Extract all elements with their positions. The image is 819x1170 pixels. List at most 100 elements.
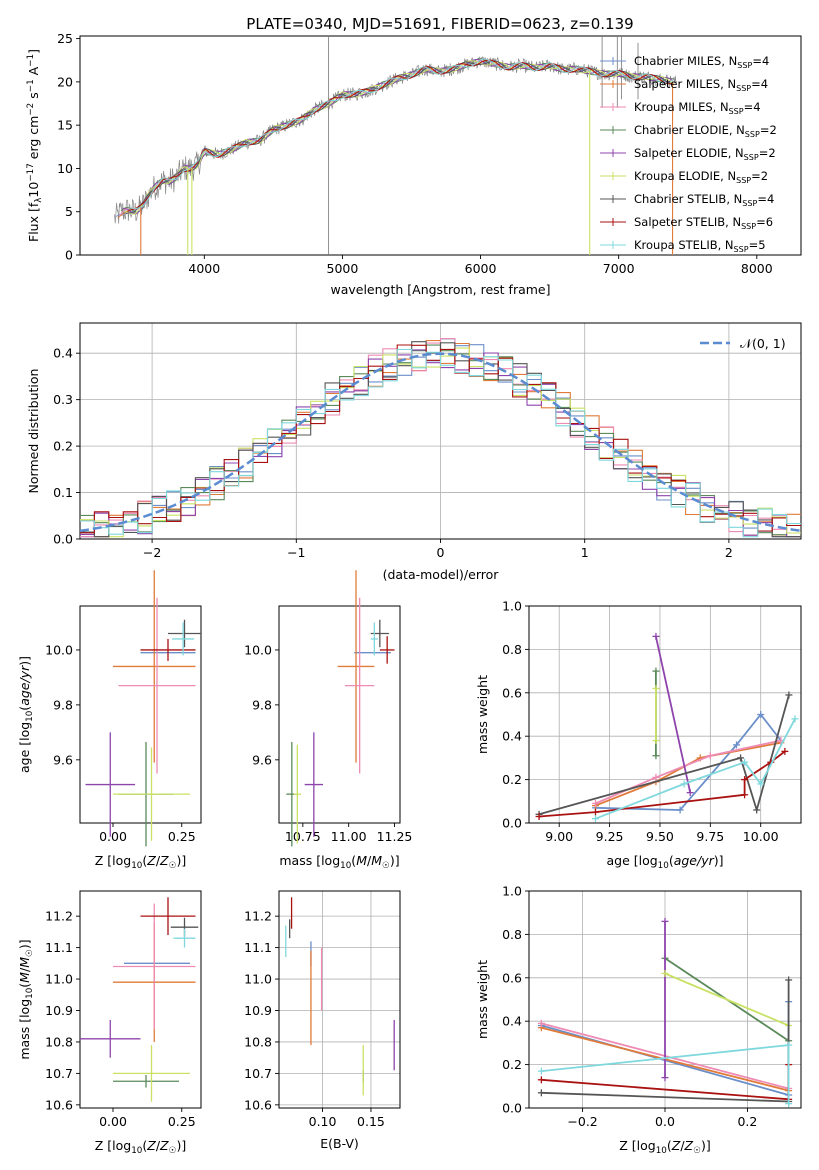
zage-xlabel-part: 10: [131, 861, 142, 871]
zage-ylabel-part: age [log: [17, 722, 32, 773]
zage-ylabel-part: (: [17, 706, 32, 711]
zw-xlabel-part: /: [680, 1138, 685, 1153]
ebv-ytick-label: 10.7: [244, 1066, 272, 1081]
zw-ytick-label: 0.6: [502, 970, 522, 985]
spectrum-model-line: [124, 60, 675, 215]
spectrum-ylabel-part: −1: [26, 54, 36, 67]
ebv-ytick-label: 10.6: [244, 1097, 272, 1112]
legend-entry-label: Kroupa ELODIE, NSSP=2: [634, 169, 768, 185]
zw-xlabel-part: Z [log: [619, 1138, 655, 1153]
legend-entry-label-part: =6: [756, 215, 773, 229]
zmass-axes: 0.00 0.25 10.6 10.7 10.8 10.9 11.0 11.1 11.2: [45, 890, 202, 1129]
spectrum-ylabel-part: A: [26, 66, 41, 79]
agew-ytick-label: 0.8: [502, 642, 522, 657]
agew-xlabel: age [log10(age/yr)]: [606, 853, 723, 871]
spectrum-model-line: [125, 60, 673, 215]
resid-ylabel: Normed distribution: [26, 369, 41, 494]
zage-ytick-label: 9.6: [53, 752, 73, 767]
zage-ylabel: age [log10(age/yr)]: [17, 656, 35, 773]
spectrum-ylabel-part: erg cm: [26, 116, 41, 164]
ebv-xtick-label: 0.10: [309, 1114, 337, 1129]
resid-xlabel: (data-model)/error: [383, 567, 500, 582]
resid-xtick-label: 1: [581, 545, 589, 560]
zage-ylabel-part: )]: [17, 656, 32, 666]
resid-xtick-label: 2: [725, 545, 733, 560]
zw-ytick-label: 0.2: [502, 1057, 522, 1072]
agew-ytick-label: 0.0: [502, 816, 522, 831]
spectrum-xlabel: wavelength [Angstrom, rest frame]: [330, 282, 550, 297]
resid-axes: −2 −1 0 1 2 0.0 0.1 0.2 0.3 0.4: [53, 322, 802, 560]
zmass-ytick-label: 10.7: [45, 1066, 73, 1081]
spectrum-ylabel-part: ]: [26, 49, 41, 54]
mage-xtick-label: 10.75: [285, 829, 321, 844]
mage-xlabel-part: (: [351, 853, 356, 868]
mage-ytick-label: 9.8: [252, 697, 272, 712]
agew-ylabel: mass weight: [475, 675, 490, 754]
spectrum-xtick-label: 8000: [741, 261, 773, 276]
legend-entry-label-part: SSP: [729, 107, 744, 116]
zmass-ytick-label: 10.6: [45, 1097, 73, 1112]
zmass-ylabel-part: ☉: [25, 949, 35, 957]
zw-xlabel: Z [log10(Z/Z☉)]: [619, 1138, 711, 1156]
zage-xlabel-part: (: [142, 853, 147, 868]
spectrum-ylabel-part: 10: [26, 182, 41, 198]
mage-ytick-label: 9.6: [252, 752, 272, 767]
agew-axes: 9.00 9.25 9.50 9.75 10.00 0.0 0.2 0.4 0.6 0.8 1.0: [502, 599, 802, 844]
legend-entry-label-part: SSP: [734, 245, 749, 254]
legend-entry-label-part: SSP: [745, 130, 760, 139]
resid-ytick-label: 0.3: [53, 392, 73, 407]
ebv-ytick-label: 11.2: [244, 909, 272, 924]
agew-xtick-label: 10.00: [743, 829, 779, 844]
spectrum-axes: 4000 5000 6000 7000 8000 0 5 10 15 20 25: [57, 31, 802, 276]
legend-entry-label: Chabrier ELODIE, NSSP=2: [634, 123, 777, 139]
zage-ytick-label: 10.0: [45, 642, 73, 657]
legend-entry-label: Kroupa MILES, NSSP=4: [634, 100, 761, 116]
zw-xtick-label: 0.2: [737, 1114, 757, 1129]
spectrum-ylabel-part: −17: [26, 163, 36, 181]
agew-weight-line: [655, 636, 692, 793]
zw-xlabel-part: Z: [684, 1138, 694, 1153]
zage-ylabel-part: age/yr: [17, 665, 32, 706]
legend-entry-label: Salpeter STELIB, NSSP=6: [634, 215, 773, 231]
spectrum-ylabel-part: −2: [26, 103, 36, 116]
resid-xtick-label: 0: [437, 545, 445, 560]
zage-xlabel: Z [log10(Z/Z☉)]: [95, 853, 187, 871]
mage-axes: 10.75 11.00 11.25 9.6 9.8 10.0: [244, 605, 412, 844]
mage-ytick-label: 10.0: [244, 642, 272, 657]
zmass-xlabel-part: ☉: [169, 1146, 177, 1156]
legend-entry-label-part: =2: [751, 169, 768, 183]
spectrum-model-line: [127, 59, 672, 212]
resid-histogram: [80, 348, 801, 538]
zw-xlabel-part: (: [667, 1138, 672, 1153]
zw-ytick-label: 0.8: [502, 927, 522, 942]
legend-entry-label-part: =5: [749, 238, 766, 252]
agew-xtick-label: 9.50: [646, 829, 674, 844]
agew-frame: [528, 605, 802, 824]
legend-entry-label: Chabrier MILES, NSSP=4: [634, 54, 769, 70]
resid-histogram: [80, 338, 801, 538]
resid-ytick-label: 0.0: [53, 532, 73, 547]
agew-weight-line: [538, 694, 790, 816]
zage-xlabel-part: ☉: [169, 861, 177, 871]
resid-ytick-label: 0.4: [53, 346, 73, 361]
ebv-xlabel: E(B-V): [320, 1136, 359, 1151]
zmass-ytick-label: 10.9: [45, 1003, 73, 1018]
legend-entry-label-part: Salpeter MILES, N: [634, 77, 736, 91]
zw-xtick-label: −0.2: [567, 1114, 597, 1129]
agew-weight-line: [595, 741, 782, 807]
zmass-xlabel-part: Z [log: [95, 1138, 131, 1153]
zage-xtick-label: 0.25: [168, 829, 196, 844]
zmass-ytick-label: 11.0: [45, 972, 73, 987]
agew-ytick-label: 0.6: [502, 685, 522, 700]
spectrum-xtick-label: 6000: [465, 261, 497, 276]
mage-xlabel-part: /: [367, 853, 372, 868]
agew-xlabel-part: age [log: [606, 853, 657, 868]
zmass-xtick-label: 0.00: [99, 1114, 127, 1129]
zw-ytick-label: 0.4: [502, 1014, 522, 1029]
resid-ytick-label: 0.2: [53, 439, 73, 454]
spectrum-ytick-label: 0: [65, 248, 73, 263]
resid-xtick-label: −2: [143, 545, 161, 560]
legend-entry-label-part: Kroupa ELODIE, N: [634, 169, 736, 183]
mage-xlabel-part: M: [371, 853, 382, 868]
